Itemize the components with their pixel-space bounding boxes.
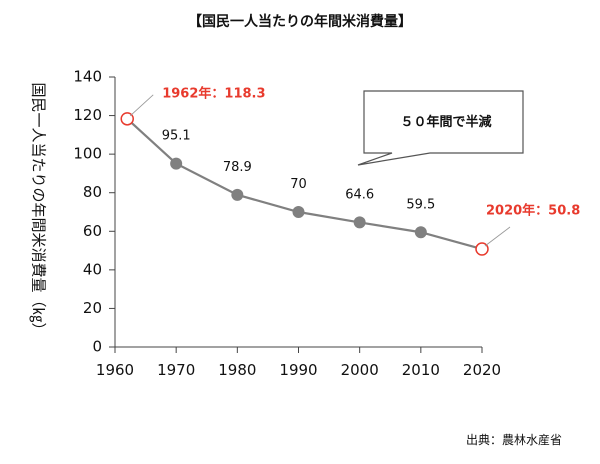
data-label: 70	[290, 177, 307, 192]
y-tick-label: 80	[83, 183, 102, 201]
data-point	[231, 188, 244, 201]
data-label: 95.1	[162, 129, 191, 144]
x-tick-label: 2020	[463, 361, 501, 379]
y-tick-label: 100	[73, 145, 102, 163]
source-note: 出典：農林水産省	[466, 432, 562, 447]
highlight-label: 1962年：118.3	[162, 85, 265, 101]
data-label: 64.6	[345, 187, 374, 202]
callout-shape	[357, 90, 524, 166]
y-tick-label: 40	[83, 260, 102, 278]
highlight-label: 2020年：50.8	[486, 203, 580, 219]
y-tick-label: 120	[73, 106, 102, 124]
highlight-leader-line	[484, 226, 511, 247]
x-tick-label: 2000	[341, 361, 379, 379]
data-label: 59.5	[406, 197, 435, 212]
data-point	[414, 226, 427, 239]
y-tick-label: 20	[83, 299, 102, 317]
data-label: 78.9	[223, 160, 252, 175]
y-tick-label: 60	[83, 222, 102, 240]
highlight-leader-line	[129, 94, 154, 117]
y-tick-label: 0	[92, 338, 102, 356]
x-tick-label: 1980	[218, 361, 256, 379]
x-tick-label: 1970	[157, 361, 195, 379]
y-axis-label: 国民一人当たりの年間米消費量（㎏）	[30, 82, 48, 337]
callout-box: ５０年間で半減	[357, 90, 524, 166]
data-point	[353, 216, 366, 229]
chart-title: 【国民一人当たりの年間米消費量】	[188, 13, 412, 30]
x-tick-label: 1990	[279, 361, 317, 379]
x-tick-label: 1960	[96, 361, 134, 379]
callout-text: ５０年間で半減	[400, 114, 491, 130]
data-point	[292, 206, 305, 218]
y-tick-label: 140	[73, 68, 102, 86]
x-tick-label: 2010	[402, 361, 440, 379]
data-point	[170, 157, 183, 170]
